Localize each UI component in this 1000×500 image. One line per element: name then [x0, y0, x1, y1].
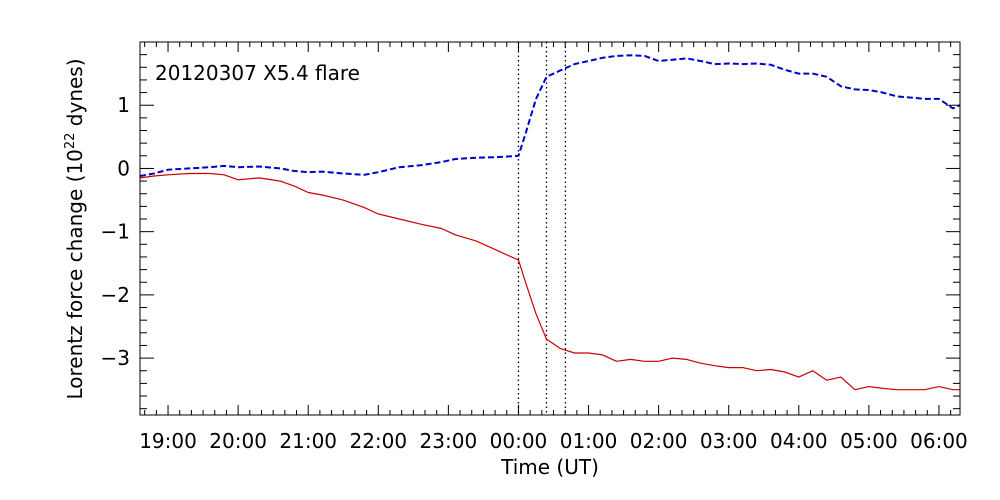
y-tick-label: 0 — [117, 156, 130, 180]
y-tick-label: 1 — [117, 93, 130, 117]
flare-annotation: 20120307 X5.4 flare — [155, 61, 360, 85]
x-axis-title: Time (UT) — [500, 455, 599, 479]
series-line-2 — [139, 172, 960, 391]
x-tick-label: 04:00 — [770, 429, 828, 453]
y-tick-label: −3 — [101, 346, 130, 370]
x-tick-label: 23:00 — [420, 429, 478, 453]
x-tick-label: 01:00 — [560, 429, 618, 453]
x-tick-label: 00:00 — [490, 429, 548, 453]
x-tick-label: 03:00 — [700, 429, 758, 453]
y-axis-title-suffix: dynes) — [63, 58, 87, 132]
y-axis-title-exponent: 22 — [63, 133, 78, 150]
x-tick-label: 06:00 — [910, 429, 968, 453]
x-tick-label: 20:00 — [209, 429, 267, 453]
y-axis-title-prefix: Lorentz force change (10 — [63, 149, 87, 399]
x-tick-label: 05:00 — [840, 429, 898, 453]
x-tick-label: 02:00 — [630, 429, 688, 453]
x-tick-label: 21:00 — [279, 429, 337, 453]
plot-frame — [139, 41, 961, 416]
x-tick-label: 19:00 — [139, 429, 197, 453]
y-axis-title: Lorentz force change (1022 dynes) — [63, 58, 87, 399]
ticks-layer: 19:00 20:00 21:00 22:00 23:00 00:00 01:00 02:00… — [101, 42, 968, 453]
y-tick-label: −2 — [101, 283, 130, 307]
x-tick-label: 22:00 — [349, 429, 407, 453]
y-tick-label: −1 — [101, 220, 130, 244]
plot-layer — [139, 42, 961, 415]
series-line-1 — [139, 54, 961, 177]
